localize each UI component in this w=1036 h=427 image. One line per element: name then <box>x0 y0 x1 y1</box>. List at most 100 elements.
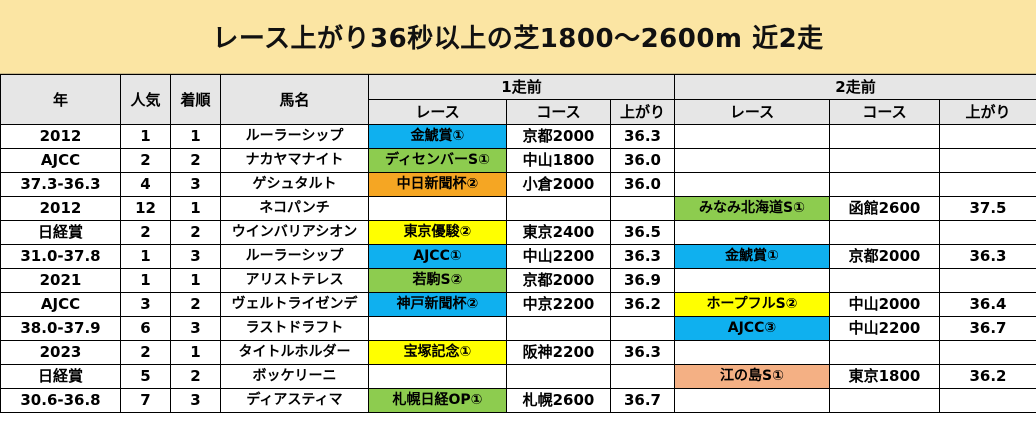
prev2-agari-cell <box>939 340 1036 365</box>
prev2-agari-cell <box>939 124 1036 149</box>
horse-name-cell: ルーラーシップ <box>220 124 369 149</box>
prev1-race-cell <box>368 316 507 341</box>
popularity-cell: 5 <box>120 364 171 389</box>
prev2-course-cell <box>829 388 940 413</box>
prev1-agari-cell <box>610 364 675 389</box>
prev2-course-cell <box>829 172 940 197</box>
prev2-agari-cell <box>939 388 1036 413</box>
prev1-race-cell: 宝塚記念① <box>368 340 507 365</box>
prev1-race-cell: 東京優駿② <box>368 220 507 245</box>
prev1-race-cell: 神戸新聞杯② <box>368 292 507 317</box>
prev2-race-cell <box>674 148 830 173</box>
prev1-race-cell: 金鯱賞① <box>368 124 507 149</box>
popularity-cell: 2 <box>120 340 171 365</box>
prev2-course-cell: 中山2200 <box>829 316 940 341</box>
year-cell: 2012 <box>0 124 121 149</box>
finish-cell: 1 <box>170 340 221 365</box>
year-cell: 37.3-36.3 <box>0 172 121 197</box>
prev1-course-cell <box>506 316 611 341</box>
table-row: AJCC 3 2 ヴェルトライゼンデ 神戸新聞杯② 中京2200 36.2 ホープフルS② 中山… <box>0 292 1036 317</box>
table-row: 37.3-36.3 4 3 ゲシュタルト 中日新聞杯② 小倉2000 36.0 <box>0 172 1036 197</box>
popularity-cell: 1 <box>120 124 171 149</box>
prev2-course-cell: 京都2000 <box>829 244 940 269</box>
col-header-prev1-race: レース <box>368 99 507 125</box>
finish-cell: 3 <box>170 172 221 197</box>
prev1-agari-cell <box>610 316 675 341</box>
prev1-course-cell: 京都2000 <box>506 124 611 149</box>
prev2-course-cell <box>829 220 940 245</box>
prev1-agari-cell: 36.0 <box>610 148 675 173</box>
popularity-cell: 12 <box>120 196 171 221</box>
year-cell: 2012 <box>0 196 121 221</box>
table-row: 2012 12 1 ネコパンチ みなみ北海道S① 函館2600 37.5 <box>0 196 1036 221</box>
group-header-prev1: 1走前 <box>368 74 675 100</box>
prev1-agari-cell: 36.0 <box>610 172 675 197</box>
table-row: 38.0-37.9 6 3 ラストドラフト AJCC③ 中山2200 36.7 <box>0 316 1036 341</box>
table-row: 30.6-36.8 7 3 ディアスティマ 札幌日経OP① 札幌2600 36.7 <box>0 388 1036 413</box>
prev2-race-cell <box>674 124 830 149</box>
prev1-agari-cell <box>610 196 675 221</box>
prev2-agari-cell: 36.3 <box>939 244 1036 269</box>
header-row-sub: レース コース 上がり レース コース 上がり <box>1 99 1036 125</box>
finish-cell: 3 <box>170 244 221 269</box>
prev2-race-cell <box>674 340 830 365</box>
prev2-agari-cell <box>939 220 1036 245</box>
prev1-race-cell: 若駒S② <box>368 268 507 293</box>
col-header-prev2-agari: 上がり <box>939 99 1036 125</box>
prev1-race-cell: AJCC① <box>368 244 507 269</box>
finish-cell: 1 <box>170 196 221 221</box>
horse-name-cell: ラストドラフト <box>220 316 369 341</box>
popularity-cell: 1 <box>120 268 171 293</box>
prev2-agari-cell: 36.2 <box>939 364 1036 389</box>
horse-name-cell: ヴェルトライゼンデ <box>220 292 369 317</box>
prev1-agari-cell: 36.5 <box>610 220 675 245</box>
finish-cell: 3 <box>170 388 221 413</box>
popularity-cell: 3 <box>120 292 171 317</box>
horse-name-cell: ナカヤマナイト <box>220 148 369 173</box>
finish-cell: 3 <box>170 316 221 341</box>
prev1-agari-cell: 36.3 <box>610 340 675 365</box>
popularity-cell: 4 <box>120 172 171 197</box>
year-cell: 31.0-37.8 <box>0 244 121 269</box>
year-cell: AJCC <box>0 292 121 317</box>
prev1-course-cell <box>506 364 611 389</box>
horse-name-cell: ゲシュタルト <box>220 172 369 197</box>
finish-cell: 1 <box>170 268 221 293</box>
prev1-agari-cell: 36.7 <box>610 388 675 413</box>
prev2-agari-cell <box>939 148 1036 173</box>
prev2-race-cell: 金鯱賞① <box>674 244 830 269</box>
horse-name-cell: タイトルホルダー <box>220 340 369 365</box>
prev1-race-cell: 中日新聞杯② <box>368 172 507 197</box>
prev2-course-cell <box>829 340 940 365</box>
prev1-course-cell: 小倉2000 <box>506 172 611 197</box>
finish-cell: 2 <box>170 364 221 389</box>
prev2-race-cell: みなみ北海道S① <box>674 196 830 221</box>
prev2-course-cell: 中山2000 <box>829 292 940 317</box>
table-row: 31.0-37.8 1 3 ルーラーシップ AJCC① 中山2200 36.3 金鯱賞① 京都2… <box>0 244 1036 269</box>
prev2-race-cell <box>674 172 830 197</box>
popularity-cell: 2 <box>120 148 171 173</box>
year-cell: AJCC <box>0 148 121 173</box>
prev2-course-cell <box>829 268 940 293</box>
horse-name-cell: アリストテレス <box>220 268 369 293</box>
prev1-course-cell <box>506 196 611 221</box>
col-header-horse: 馬名 <box>220 74 369 125</box>
prev1-course-cell: 阪神2200 <box>506 340 611 365</box>
prev2-agari-cell: 37.5 <box>939 196 1036 221</box>
popularity-cell: 6 <box>120 316 171 341</box>
popularity-cell: 7 <box>120 388 171 413</box>
horse-name-cell: ボッケリーニ <box>220 364 369 389</box>
prev2-race-cell <box>674 388 830 413</box>
year-cell: 2021 <box>0 268 121 293</box>
prev2-agari-cell: 36.4 <box>939 292 1036 317</box>
prev1-race-cell <box>368 196 507 221</box>
prev1-agari-cell: 36.2 <box>610 292 675 317</box>
prev1-course-cell: 京都2000 <box>506 268 611 293</box>
year-cell: 38.0-37.9 <box>0 316 121 341</box>
prev1-course-cell: 中山2200 <box>506 244 611 269</box>
col-header-prev2-course: コース <box>829 99 940 125</box>
prev1-course-cell: 東京2400 <box>506 220 611 245</box>
prev2-race-cell: AJCC③ <box>674 316 830 341</box>
finish-cell: 2 <box>170 148 221 173</box>
year-cell: 30.6-36.8 <box>0 388 121 413</box>
